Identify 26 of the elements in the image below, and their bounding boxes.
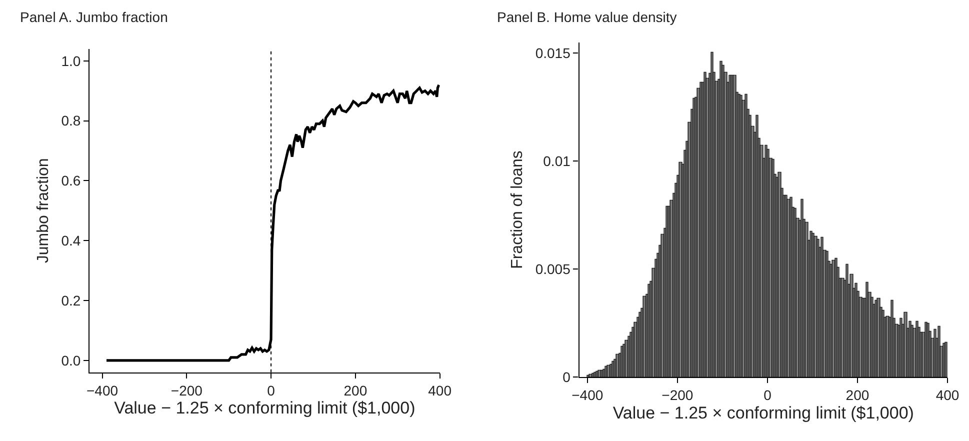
x-tick-label: 200 (846, 387, 870, 404)
chart-title: Panel B. Home value density (497, 9, 677, 25)
x-axis-title: Value − 1.25 × conforming limit ($1,000) (612, 403, 914, 422)
x-tick-label: −200 (170, 382, 203, 398)
x-tick-label: 200 (344, 382, 368, 398)
y-tick-label: 0.01 (543, 153, 571, 170)
chart-title: Panel A. Jumbo fraction (20, 9, 168, 25)
y-tick-label: 0.0 (61, 352, 81, 368)
x-axis-title: Value − 1.25 × conforming limit ($1,000) (114, 398, 416, 418)
x-tick-label: 0 (764, 387, 772, 404)
x-tick-label: 400 (428, 382, 452, 398)
y-tick-label: 0 (562, 369, 571, 386)
y-tick-label: 0.2 (61, 292, 81, 308)
y-tick-label: 0.6 (61, 172, 81, 189)
y-axis-title: Jumbo fraction (35, 158, 52, 264)
y-tick-label: 0.005 (535, 261, 571, 278)
y-tick-label: 0.015 (535, 45, 571, 62)
y-tick-label: 0.4 (61, 232, 81, 248)
x-tick-label: 0 (267, 382, 276, 398)
x-tick-label: −400 (86, 382, 118, 398)
y-tick-label: 1.0 (61, 52, 81, 69)
y-tick-label: 0.8 (61, 112, 81, 129)
x-tick-label: −200 (662, 387, 694, 404)
x-tick-label: 400 (936, 387, 960, 404)
y-axis-title: Fraction of loans (509, 150, 526, 269)
x-tick-label: −400 (572, 387, 604, 404)
